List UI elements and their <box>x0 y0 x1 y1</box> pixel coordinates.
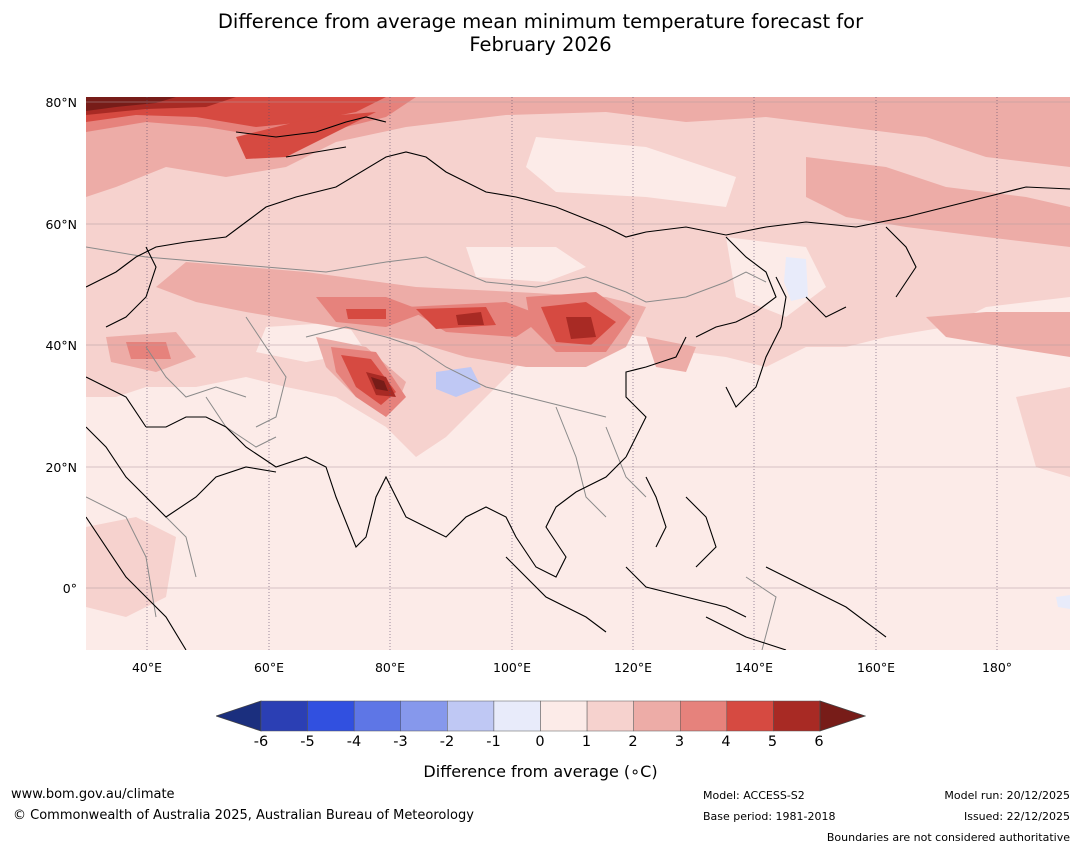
lat-label-0: 0° <box>62 581 77 596</box>
colorbar <box>216 700 866 732</box>
anomaly-band-above-6 <box>86 97 388 391</box>
colorbar-tick: -4 <box>346 734 362 750</box>
colorbar-tick: 1 <box>581 734 592 750</box>
colorbar-bin <box>680 700 728 732</box>
boundaries-disclaimer: Boundaries are not considered authoritat… <box>826 831 1070 844</box>
lon-label-80e: 80°E <box>374 660 406 675</box>
colorbar-bin <box>633 700 681 732</box>
title-line-1: Difference from average mean minimum tem… <box>217 10 864 33</box>
lat-label-80n: 80°N <box>45 95 77 110</box>
lon-label-140e: 140°E <box>734 660 774 675</box>
colorbar-extend-high <box>819 700 866 732</box>
base-period: Base period: 1981-2018 <box>703 810 836 823</box>
latitude-lines <box>86 101 1070 589</box>
colorbar-tick: 3 <box>674 734 685 750</box>
colorbar-tick: -6 <box>253 734 269 750</box>
colorbar-bin <box>307 700 355 732</box>
colorbar-bin <box>260 700 308 732</box>
title-line-2: February 2026 <box>469 33 612 56</box>
colorbar-bin <box>400 700 448 732</box>
lon-label-120e: 120°E <box>613 660 653 675</box>
country-borders <box>86 246 777 650</box>
lon-label-40e: 40°E <box>131 660 163 675</box>
graticule <box>146 97 998 650</box>
colorbar-bin <box>726 700 774 732</box>
lat-label-60n: 60°N <box>45 217 77 232</box>
colorbar-tick: 0 <box>535 734 545 750</box>
colorbar-tick: 5 <box>767 734 778 750</box>
lon-label-180: 180° <box>981 660 1013 675</box>
colorbar-tick: 4 <box>721 734 731 750</box>
colorbar-bins <box>260 700 821 732</box>
colorbar-bin <box>447 700 495 732</box>
colorbar-bin <box>540 700 588 732</box>
colorbar-bin <box>493 700 541 732</box>
colorbar-extend-low <box>216 700 262 732</box>
coastlines <box>86 116 1070 650</box>
colorbar-bin <box>353 700 402 732</box>
model-run-date: Model run: 20/12/2025 <box>944 789 1070 802</box>
model-name: Model: ACCESS-S2 <box>703 789 805 802</box>
website-link[interactable]: www.bom.gov.au/climate <box>11 787 175 802</box>
lat-label-40n: 40°N <box>45 338 77 353</box>
colorbar-tick: -3 <box>393 734 408 750</box>
lon-label-100e: 100°E <box>492 660 532 675</box>
lat-label-20n: 20°N <box>45 460 77 475</box>
colorbar-tick: -2 <box>439 734 455 750</box>
lon-label-60e: 60°E <box>253 660 285 675</box>
colorbar-tick: -1 <box>486 734 501 750</box>
colorbar-tick: 6 <box>814 734 824 750</box>
map-title: Difference from average mean minimum tem… <box>0 10 1081 56</box>
colorbar-bin <box>586 700 634 732</box>
forecast-map <box>86 97 1070 650</box>
colorbar-label: Difference from average (∘C) <box>423 762 658 781</box>
colorbar-tick: 2 <box>628 734 638 750</box>
copyright-text: © Commonwealth of Australia 2025, Austra… <box>13 808 474 823</box>
colorbar-bin <box>773 700 821 732</box>
colorbar-tick: -5 <box>300 734 315 750</box>
lon-label-160e: 160°E <box>856 660 896 675</box>
anomaly-negative-pockets <box>436 257 1070 609</box>
issued-date: Issued: 22/12/2025 <box>963 810 1070 823</box>
